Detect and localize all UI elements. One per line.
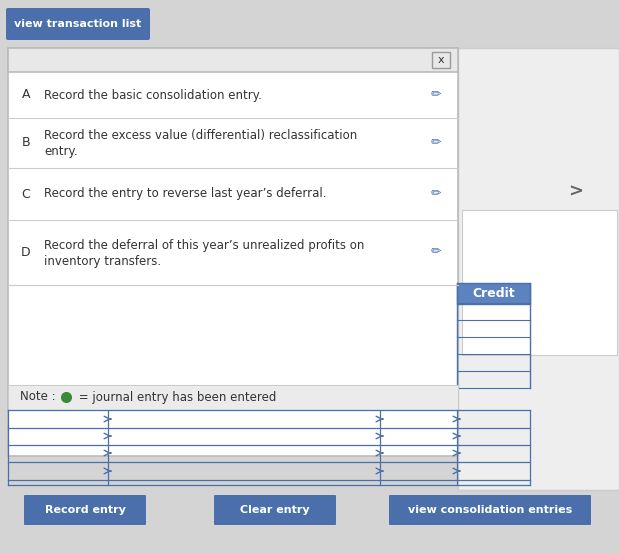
FancyBboxPatch shape [457, 283, 530, 304]
Text: D: D [21, 245, 31, 259]
Text: = journal entry has been entered: = journal entry has been entered [75, 391, 276, 403]
FancyBboxPatch shape [24, 495, 146, 525]
Text: view consolidation entries: view consolidation entries [408, 505, 572, 515]
Text: Record the entry to reverse last year’s deferral.: Record the entry to reverse last year’s … [44, 187, 326, 201]
Text: A: A [22, 89, 30, 101]
Text: ✏: ✏ [431, 89, 441, 101]
Text: Clear entry: Clear entry [240, 505, 310, 515]
FancyBboxPatch shape [8, 385, 458, 410]
Text: ✏: ✏ [431, 136, 441, 150]
FancyBboxPatch shape [8, 48, 458, 456]
Text: Note :: Note : [20, 391, 59, 403]
FancyBboxPatch shape [432, 52, 450, 68]
FancyBboxPatch shape [389, 495, 591, 525]
Text: ✏: ✏ [431, 187, 441, 201]
Text: Record entry: Record entry [45, 505, 126, 515]
FancyBboxPatch shape [214, 495, 336, 525]
FancyBboxPatch shape [8, 48, 458, 72]
Text: Record the excess value (differential) reclassification: Record the excess value (differential) r… [44, 130, 357, 142]
Text: view transaction list: view transaction list [14, 19, 142, 29]
Text: Record the basic consolidation entry.: Record the basic consolidation entry. [44, 89, 262, 101]
Text: entry.: entry. [44, 146, 77, 158]
Text: Credit: Credit [472, 287, 515, 300]
Text: B: B [22, 136, 30, 150]
Text: Record the deferral of this year’s unrealized profits on: Record the deferral of this year’s unrea… [44, 239, 365, 252]
FancyBboxPatch shape [6, 8, 150, 40]
Text: ✏: ✏ [431, 245, 441, 259]
Text: C: C [22, 187, 30, 201]
Text: x: x [438, 55, 444, 65]
FancyBboxPatch shape [458, 48, 619, 490]
Text: >: > [568, 183, 584, 201]
FancyBboxPatch shape [462, 210, 617, 355]
Text: inventory transfers.: inventory transfers. [44, 254, 161, 268]
